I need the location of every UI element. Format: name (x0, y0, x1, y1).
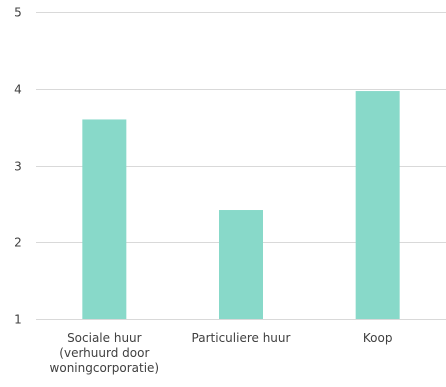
bar (355, 91, 400, 320)
x-tick-label: Koop (363, 331, 393, 345)
x-tick-label-line: Koop (363, 331, 393, 345)
x-tick-label: Particuliere huur (192, 331, 291, 345)
y-tick-label: 3 (14, 160, 22, 174)
y-tick-label: 1 (14, 313, 22, 327)
x-tick-label-line: woningcorporatie) (50, 361, 160, 375)
y-tick-label: 4 (14, 83, 22, 97)
bars (82, 91, 400, 320)
x-axis-tick-labels: Sociale huur (verhuurd door woningcorporat… (50, 331, 393, 375)
bar (82, 119, 127, 319)
x-tick-label-line: Sociale huur (67, 331, 142, 345)
x-tick-label-line: Particuliere huur (192, 331, 291, 345)
y-axis-tick-labels: 1 2 3 4 5 (14, 6, 22, 327)
x-tick-label: Sociale huur (verhuurd door woningcorporat… (50, 331, 160, 375)
bar (219, 210, 263, 319)
y-tick-label: 5 (14, 6, 22, 20)
y-tick-label: 2 (14, 236, 22, 250)
x-tick-label-line: (verhuurd door (59, 346, 149, 360)
